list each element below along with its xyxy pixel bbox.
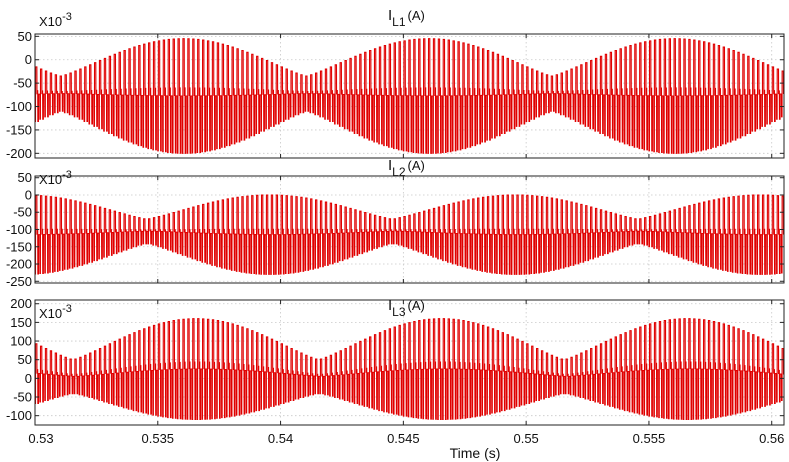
y-tick-label: 50: [18, 29, 32, 44]
y-tick-label: 0: [25, 52, 32, 67]
y-tick-label: -50: [13, 390, 32, 405]
subplot-2: 50 0 -50 -100 -150 -200 -250 X10-3 IL2 (A): [6, 157, 785, 289]
x-tick-label: 0.56: [759, 431, 784, 446]
y-tick-label: -100: [6, 99, 32, 114]
x-tick-label: 0.55: [513, 431, 538, 446]
scale-label: X10-3: [39, 169, 72, 187]
y-tick-label: -200: [6, 146, 32, 161]
x-tick-label: 0.54: [268, 431, 293, 446]
y-tick-label: 0: [25, 187, 32, 202]
y-tick-label: -150: [6, 122, 32, 137]
x-tick-label: 0.53: [28, 431, 53, 446]
x-tick-label: 0.535: [142, 431, 175, 446]
series-line: [35, 318, 784, 420]
y-tick-label: -50: [13, 76, 32, 91]
panel-title: IL2 (A): [388, 157, 425, 179]
panel-title: IL3 (A): [388, 297, 425, 319]
y-tick-label: 50: [18, 352, 32, 367]
y-tick-label: 100: [10, 334, 32, 349]
y-tick-label: 200: [10, 296, 32, 311]
panels: 50 0 -50 -100 -150 -200 X10-3 IL1 (A) 50 0 -50 -100 -…: [6, 7, 785, 461]
y-tick-label: -100: [6, 222, 32, 237]
x-axis-label: Time (s): [450, 445, 501, 461]
y-tick-label: -200: [6, 257, 32, 272]
scale-label: X10-3: [39, 11, 72, 29]
series-line: [35, 38, 784, 154]
y-tick-label: -50: [13, 205, 32, 220]
x-tick-label: 0.545: [387, 431, 420, 446]
subplot-1: 50 0 -50 -100 -150 -200 X10-3 IL1 (A): [6, 7, 785, 161]
y-tick-label: 0: [25, 371, 32, 386]
y-tick-label: -100: [6, 408, 32, 423]
scale-label: X10-3: [39, 303, 72, 321]
plot-frame: [34, 299, 785, 426]
y-tick-label: 50: [18, 170, 32, 185]
subplot-3: 200 150 100 50 0 -50 -100 X10-3 IL3 (A) 0.53 0.535 0…: [6, 296, 785, 461]
panel-title: IL1 (A): [388, 7, 425, 29]
plot-frame: [34, 33, 785, 159]
y-tick-label: -150: [6, 239, 32, 254]
y-tick-label: -250: [6, 274, 32, 289]
x-tick-label: 0.555: [633, 431, 666, 446]
series-line: [35, 194, 784, 275]
y-tick-label: 150: [10, 315, 32, 330]
